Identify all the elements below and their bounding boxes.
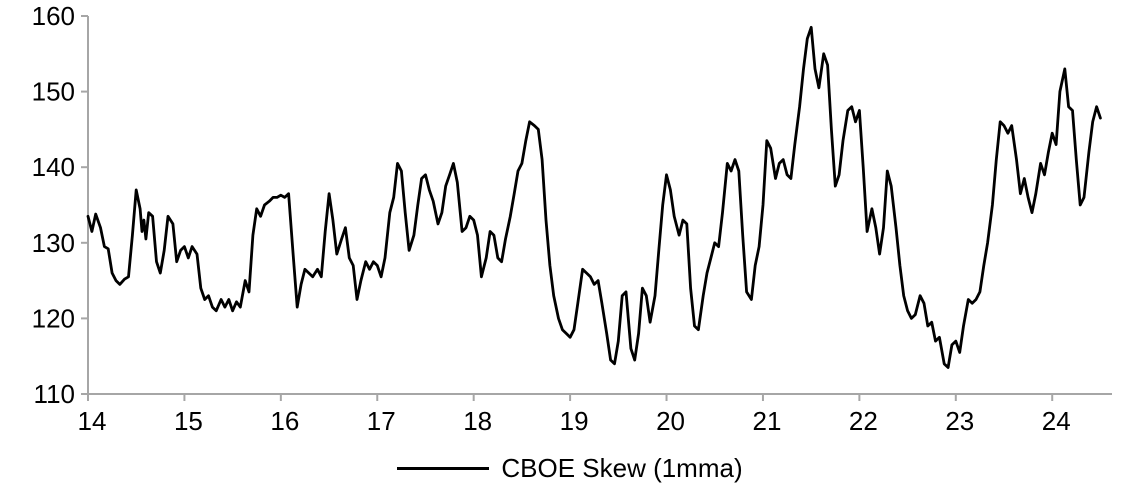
legend-line-swatch xyxy=(397,466,490,470)
x-tick-label: 20 xyxy=(656,406,685,436)
x-tick-label: 23 xyxy=(945,406,974,436)
x-tick-label: 16 xyxy=(270,406,299,436)
y-tick-label: 150 xyxy=(32,77,75,107)
y-tick-label: 120 xyxy=(32,303,75,333)
line-chart-canvas: 110 120 130 140 150 160 14 15 16 17 18 19 20 21 22 23 24 xyxy=(32,1,1112,436)
x-tick-label: 15 xyxy=(174,406,203,436)
x-tick-label: 17 xyxy=(367,406,396,436)
x-tick-label: 22 xyxy=(849,406,878,436)
y-tick-label: 110 xyxy=(34,379,75,409)
x-tick-label: 24 xyxy=(1042,406,1071,436)
x-tick-label: 19 xyxy=(560,406,589,436)
chart-legend: CBOE Skew (1mma) xyxy=(0,444,1140,492)
x-tick-label: 18 xyxy=(463,406,492,436)
legend-label: CBOE Skew (1mma) xyxy=(501,453,743,483)
y-tick-label: 140 xyxy=(32,152,75,182)
y-tick-label: 160 xyxy=(32,1,75,31)
x-tick-label: 21 xyxy=(752,406,781,436)
cboe-skew-line xyxy=(86,25,1102,369)
y-tick-label: 130 xyxy=(32,228,75,258)
x-tick-label: 14 xyxy=(78,406,107,436)
